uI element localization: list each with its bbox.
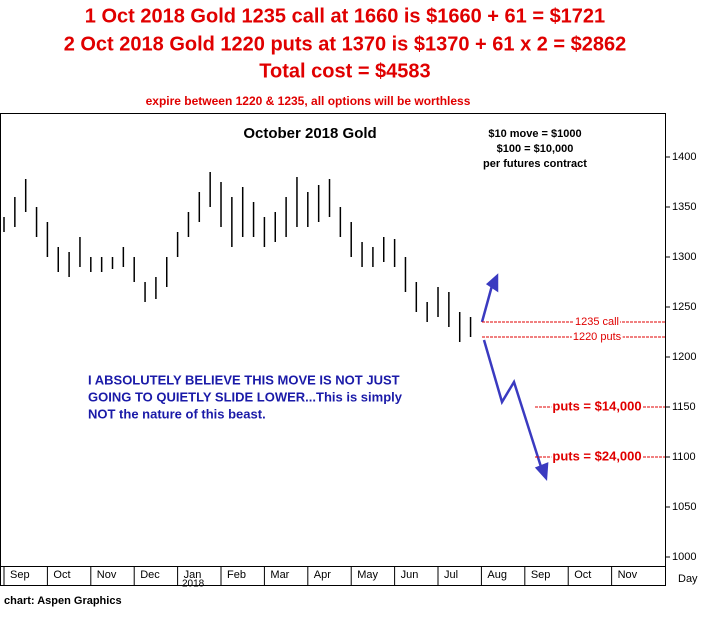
comment-line: GOING TO QUIETLY SLIDE LOWER...This is s… — [88, 389, 403, 404]
arrowhead — [485, 273, 499, 293]
label-background — [573, 315, 621, 328]
x-tick-label: Nov — [618, 569, 638, 581]
level-label: 1235 call — [575, 316, 619, 328]
chart-title: October 2018 Gold — [243, 125, 376, 142]
header-line: 2 Oct 2018 Gold 1220 puts at 1370 is $13… — [64, 33, 627, 55]
y-tick-label: 1350 — [672, 201, 696, 213]
header-note: expire between 1220 & 1235, all options … — [146, 94, 471, 108]
x-tick-label: May — [357, 569, 378, 581]
level-label: puts = $14,000 — [552, 398, 641, 413]
comment-line: NOT the nature of this beast. — [88, 406, 266, 421]
y-tick-label: 1250 — [672, 301, 696, 313]
info-line: per futures contract — [483, 158, 587, 170]
x-tick-label: Apr — [314, 569, 331, 581]
label-background — [551, 398, 643, 414]
x-tick-label: Aug — [487, 569, 507, 581]
year-label: 2018 — [182, 579, 205, 590]
comment-line: I ABSOLUTELY BELIEVE THIS MOVE IS NOT JU… — [88, 372, 400, 387]
arrow-down — [482, 339, 544, 471]
header-line: 1 Oct 2018 Gold 1235 call at 1660 is $16… — [85, 5, 605, 27]
arrow-up — [480, 281, 495, 323]
level-label: puts = $24,000 — [552, 448, 641, 463]
arrows — [480, 273, 549, 482]
header-line: Total cost = $4583 — [259, 60, 430, 82]
y-tick-label: 1200 — [672, 351, 696, 363]
x-unit: Day — [678, 573, 698, 585]
label-background — [571, 330, 623, 343]
x-axis-strip — [0, 566, 666, 586]
label-background — [551, 448, 643, 464]
x-tick-label: Oct — [53, 569, 70, 581]
x-tick-label: Nov — [97, 569, 117, 581]
x-tick-label: Oct — [574, 569, 591, 581]
arrowhead — [534, 462, 549, 482]
y-tick-label: 1400 — [672, 151, 696, 163]
x-tick-label: Jan — [184, 569, 202, 581]
info-line: $100 = $10,000 — [497, 143, 574, 155]
y-tick-label: 1300 — [672, 251, 696, 263]
info-line: $10 move = $1000 — [488, 128, 581, 140]
x-tick-label: Jul — [444, 569, 458, 581]
x-tick-label: Dec — [140, 569, 160, 581]
y-tick-label: 1150 — [672, 401, 696, 413]
x-tick-label: Sep — [10, 569, 30, 581]
x-tick-label: Mar — [270, 569, 289, 581]
footer: chart: Aspen Graphics — [4, 595, 122, 607]
y-tick-label: 1050 — [672, 501, 696, 513]
y-tick-label: 1000 — [672, 551, 696, 563]
x-tick-label: Feb — [227, 569, 246, 581]
x-tick-label: Jun — [401, 569, 419, 581]
y-tick-label: 1100 — [672, 451, 696, 463]
level-label: 1220 puts — [573, 331, 622, 343]
x-tick-label: Sep — [531, 569, 551, 581]
